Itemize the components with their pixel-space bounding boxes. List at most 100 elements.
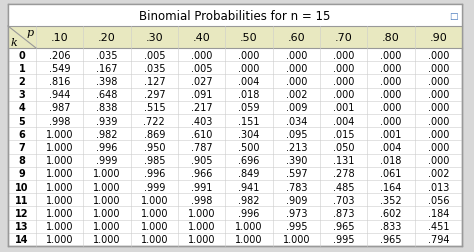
Text: .000: .000 xyxy=(286,64,307,74)
Text: 1.000: 1.000 xyxy=(141,221,168,231)
Text: 1.000: 1.000 xyxy=(93,182,121,192)
Text: 1.000: 1.000 xyxy=(141,234,168,244)
Text: 2: 2 xyxy=(18,77,26,87)
Text: 1.000: 1.000 xyxy=(93,208,121,218)
Text: .000: .000 xyxy=(428,155,449,166)
Text: .000: .000 xyxy=(238,50,260,60)
Text: .515: .515 xyxy=(144,103,165,113)
Text: .939: .939 xyxy=(96,116,118,126)
Text: .013: .013 xyxy=(428,182,449,192)
Text: .131: .131 xyxy=(333,155,355,166)
Text: 10: 10 xyxy=(15,182,29,192)
Text: .004: .004 xyxy=(380,142,401,152)
Text: 1.000: 1.000 xyxy=(283,234,310,244)
Text: .000: .000 xyxy=(428,116,449,126)
Text: .056: .056 xyxy=(428,195,449,205)
Text: .000: .000 xyxy=(428,142,449,152)
Text: .095: .095 xyxy=(285,129,307,139)
Text: 11: 11 xyxy=(15,195,29,205)
Text: .987: .987 xyxy=(49,103,71,113)
Text: .995: .995 xyxy=(333,234,355,244)
Text: .091: .091 xyxy=(191,90,212,100)
Text: .000: .000 xyxy=(428,50,449,60)
Text: .206: .206 xyxy=(49,50,71,60)
Text: .50: .50 xyxy=(240,33,258,43)
Text: .000: .000 xyxy=(380,64,401,74)
Text: .000: .000 xyxy=(428,103,449,113)
Text: .027: .027 xyxy=(191,77,212,87)
Text: .002: .002 xyxy=(285,90,307,100)
Text: 1.000: 1.000 xyxy=(93,169,121,179)
Text: .60: .60 xyxy=(288,33,305,43)
Text: .035: .035 xyxy=(96,50,118,60)
Text: 1.000: 1.000 xyxy=(188,208,215,218)
Text: 5: 5 xyxy=(18,116,26,126)
Text: .001: .001 xyxy=(380,129,401,139)
Text: .909: .909 xyxy=(286,195,307,205)
Text: .485: .485 xyxy=(333,182,355,192)
Text: .451: .451 xyxy=(428,221,449,231)
Text: .297: .297 xyxy=(144,90,165,100)
Text: .015: .015 xyxy=(333,129,355,139)
Text: 9: 9 xyxy=(18,169,26,179)
Text: .000: .000 xyxy=(380,90,401,100)
Text: .996: .996 xyxy=(238,208,260,218)
Text: .000: .000 xyxy=(333,50,355,60)
Text: .050: .050 xyxy=(333,142,355,152)
Text: .783: .783 xyxy=(285,182,307,192)
Text: .004: .004 xyxy=(238,77,260,87)
Text: .035: .035 xyxy=(144,64,165,74)
Text: k: k xyxy=(11,38,18,48)
Text: 13: 13 xyxy=(15,221,29,231)
Text: .10: .10 xyxy=(51,33,68,43)
Text: 4: 4 xyxy=(18,103,26,113)
Text: .500: .500 xyxy=(238,142,260,152)
Text: .991: .991 xyxy=(191,182,212,192)
Text: .982: .982 xyxy=(96,129,118,139)
Text: p: p xyxy=(26,28,33,38)
Text: .905: .905 xyxy=(191,155,212,166)
Text: .304: .304 xyxy=(238,129,260,139)
Text: .941: .941 xyxy=(238,182,260,192)
Text: .985: .985 xyxy=(144,155,165,166)
Text: □: □ xyxy=(449,11,458,20)
Text: .167: .167 xyxy=(96,64,118,74)
Text: .80: .80 xyxy=(382,33,400,43)
Bar xyxy=(8,27,462,49)
Text: .217: .217 xyxy=(191,103,212,113)
Text: .966: .966 xyxy=(191,169,212,179)
Text: .849: .849 xyxy=(238,169,260,179)
Text: .998: .998 xyxy=(49,116,70,126)
Text: .648: .648 xyxy=(96,90,118,100)
Text: .833: .833 xyxy=(380,221,401,231)
Text: .059: .059 xyxy=(238,103,260,113)
Text: 1.000: 1.000 xyxy=(46,208,73,218)
Text: 8: 8 xyxy=(18,155,26,166)
Text: 14: 14 xyxy=(15,234,29,244)
Text: .061: .061 xyxy=(380,169,401,179)
Text: .164: .164 xyxy=(380,182,401,192)
Text: .151: .151 xyxy=(238,116,260,126)
Text: 1.000: 1.000 xyxy=(46,129,73,139)
Text: .995: .995 xyxy=(285,221,307,231)
Text: 1.000: 1.000 xyxy=(46,169,73,179)
Text: 1.000: 1.000 xyxy=(188,234,215,244)
Text: .000: .000 xyxy=(428,64,449,74)
Text: .000: .000 xyxy=(428,90,449,100)
Text: .998: .998 xyxy=(191,195,212,205)
Text: .352: .352 xyxy=(380,195,402,205)
Text: 1.000: 1.000 xyxy=(46,195,73,205)
Text: 0: 0 xyxy=(18,50,26,60)
Text: .403: .403 xyxy=(191,116,212,126)
Text: .996: .996 xyxy=(144,169,165,179)
Text: .944: .944 xyxy=(49,90,70,100)
Text: 1.000: 1.000 xyxy=(46,234,73,244)
Text: .000: .000 xyxy=(380,116,401,126)
Text: .127: .127 xyxy=(144,77,165,87)
Text: .703: .703 xyxy=(333,195,355,205)
Text: .005: .005 xyxy=(191,64,212,74)
Text: 1.000: 1.000 xyxy=(93,195,121,205)
Text: .000: .000 xyxy=(380,103,401,113)
Text: .000: .000 xyxy=(428,129,449,139)
Text: .000: .000 xyxy=(238,64,260,74)
